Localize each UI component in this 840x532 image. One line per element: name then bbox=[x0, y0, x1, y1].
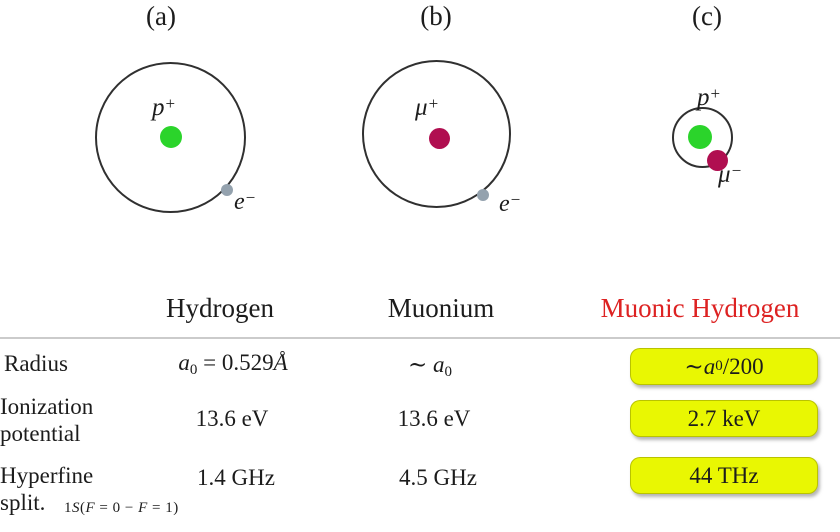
muon-label-b: μ+ bbox=[415, 94, 438, 122]
proton-charge-a: + bbox=[165, 94, 176, 113]
note-n1: 1 bbox=[64, 500, 72, 516]
orbit-circle-b bbox=[362, 60, 511, 208]
radius-h-a: a bbox=[178, 350, 190, 375]
row-label-radius: Radius bbox=[4, 351, 68, 376]
column-header-muonium: Muonium bbox=[387, 293, 495, 323]
orbit-circle-c bbox=[672, 107, 733, 168]
proton-dot-a bbox=[160, 126, 182, 148]
hyperfine-hydrogen-value: 1.4 GHz bbox=[197, 465, 275, 490]
radius-muonium-value: ∼ a0 bbox=[408, 352, 452, 381]
radius-m-tilde: ∼ bbox=[407, 352, 434, 377]
note-paren: ( bbox=[80, 500, 86, 516]
electron-charge-a: − bbox=[245, 188, 256, 207]
radius-mu-sub: 0 bbox=[715, 358, 723, 374]
radius-m-sub: 0 bbox=[444, 364, 453, 380]
note-s: S bbox=[72, 500, 80, 516]
muon-dot-c bbox=[707, 150, 728, 171]
proton-label-c: p+ bbox=[697, 84, 720, 112]
electron-dot-b bbox=[477, 189, 489, 201]
radius-mu-a: a bbox=[703, 353, 716, 379]
muon-dot-b bbox=[429, 128, 450, 149]
hyperfine-label-line1: Hyperfine bbox=[0, 463, 94, 488]
muon-charge-b: + bbox=[428, 94, 439, 113]
muon-symbol-c: μ bbox=[718, 161, 731, 188]
proton-charge-c: + bbox=[710, 84, 721, 103]
proton-symbol-a: p bbox=[152, 94, 165, 121]
radius-h-angstrom: Å bbox=[273, 350, 288, 375]
note-f2: F bbox=[138, 500, 148, 516]
radius-hydrogen-value: a0 = 0.529Å bbox=[178, 350, 287, 379]
hyperfine-muonic-highlight: 44 THz bbox=[630, 457, 818, 494]
diagram-c-label: (c) bbox=[692, 1, 722, 31]
note-eq2: = 1) bbox=[147, 500, 179, 516]
ionization-hydrogen-value: 13.6 eV bbox=[195, 406, 269, 431]
row-label-ionization: Ionization potential bbox=[0, 393, 93, 447]
muon-symbol-b: μ bbox=[415, 94, 428, 121]
radius-h-sub: 0 bbox=[189, 362, 198, 378]
radius-muonic-highlight: ∼ a 0/200 bbox=[630, 348, 818, 385]
electron-label-b: e− bbox=[499, 190, 520, 218]
diagram-b-label: (b) bbox=[420, 1, 452, 31]
muon-label-c: μ− bbox=[718, 161, 741, 189]
electron-symbol-a: e bbox=[234, 189, 245, 215]
hyperfine-muonium-value: 4.5 GHz bbox=[399, 465, 477, 490]
hyperfine-label-line2: split. bbox=[0, 490, 46, 515]
orbit-circle-a bbox=[95, 62, 246, 213]
header-divider-rule bbox=[0, 337, 840, 339]
radius-mu-tilde: ∼ bbox=[684, 353, 704, 379]
row-label-hyperfine: Hyperfine split. bbox=[0, 462, 93, 516]
diagram-a-label: (a) bbox=[146, 1, 176, 31]
column-header-muonic-hydrogen: Muonic Hydrogen bbox=[600, 293, 800, 323]
radius-mu-rest: /200 bbox=[722, 353, 764, 379]
proton-dot-c bbox=[688, 125, 712, 149]
ionization-muonium-value: 13.6 eV bbox=[397, 406, 471, 431]
proton-label-a: p+ bbox=[152, 94, 175, 122]
electron-symbol-b: e bbox=[499, 191, 510, 217]
electron-dot-a bbox=[221, 184, 233, 196]
muon-charge-c: − bbox=[731, 161, 742, 180]
ionization-muonic-value: 2.7 keV bbox=[687, 405, 761, 431]
hyperfine-muonic-value: 44 THz bbox=[689, 462, 759, 488]
electron-charge-b: − bbox=[510, 190, 521, 209]
radius-m-a: a bbox=[433, 352, 445, 377]
proton-symbol-c: p bbox=[697, 84, 710, 111]
electron-label-a: e− bbox=[234, 188, 255, 216]
hyperfine-state-note: 1S(F = 0 − F = 1) bbox=[64, 500, 179, 517]
radius-h-eq: = 0.529 bbox=[197, 350, 274, 375]
column-header-hydrogen: Hydrogen bbox=[166, 293, 274, 323]
ionization-label-line2: potential bbox=[0, 421, 81, 446]
ionization-label-line1: Ionization bbox=[0, 394, 94, 419]
note-eq1: = 0 − bbox=[95, 500, 139, 516]
ionization-muonic-highlight: 2.7 keV bbox=[630, 400, 818, 437]
note-f1: F bbox=[85, 500, 96, 516]
